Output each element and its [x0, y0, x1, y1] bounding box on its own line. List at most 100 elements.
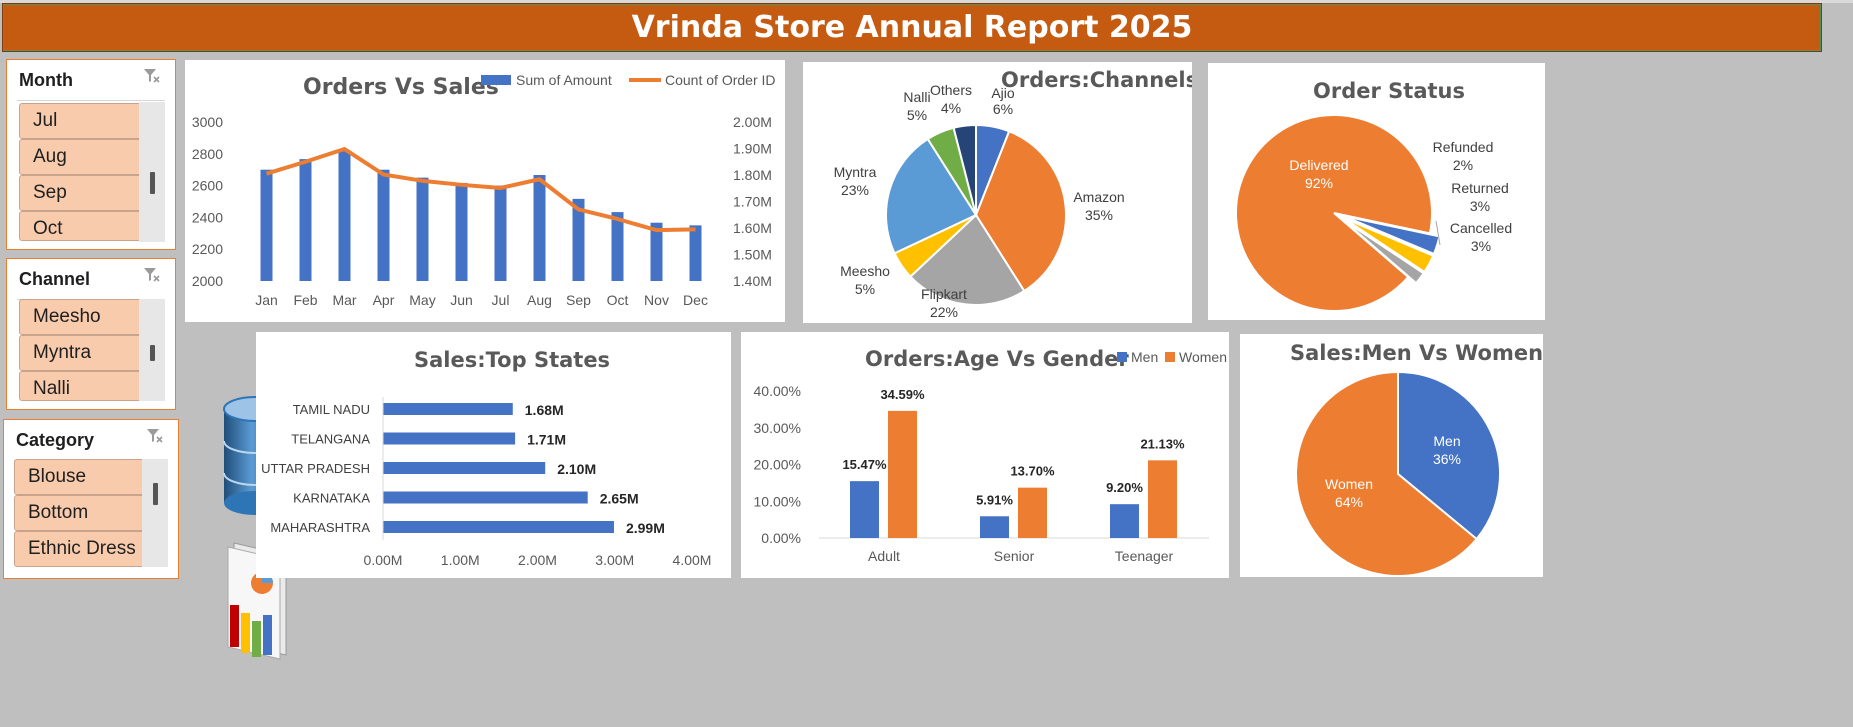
left-axis-tick: 2000 — [192, 273, 223, 289]
x-tick-label: Aug — [527, 292, 552, 308]
y-tick-label: 10.00% — [754, 493, 801, 509]
slice-label-cancelled: Cancelled — [1450, 220, 1512, 236]
scroll-thumb[interactable] — [150, 172, 155, 194]
x-tick-label: Nov — [644, 292, 669, 308]
slice-label-others: Others — [930, 82, 972, 98]
y-tick-label: 40.00% — [754, 383, 801, 399]
slice-pct-nalli: 5% — [907, 107, 927, 123]
slicer-item-sep[interactable]: Sep — [19, 175, 161, 211]
bar-oct — [611, 212, 624, 281]
pie-slice-myntra — [885, 137, 978, 255]
bar-aug — [533, 175, 546, 281]
legend-label-men: Men — [1131, 349, 1158, 365]
x-tick-label: 2.00M — [518, 552, 557, 568]
slicer-month[interactable]: Month Jul Aug Sep Oct — [6, 59, 176, 250]
slice-label-ajio: Ajio — [991, 85, 1015, 101]
bar-men-senior — [980, 516, 1009, 538]
x-tick-label: Jan — [255, 292, 278, 308]
top-states-panel: Sales:Top States TAMIL NADU TELANGANA UTTA… — [256, 332, 731, 578]
order-status-chart: Order Status Delivered 92% Refunded 2% R… — [1235, 79, 1512, 312]
slicer-item-blouse[interactable]: Blouse — [14, 459, 156, 495]
filter-clear-icon[interactable] — [143, 68, 161, 87]
x-tick-label: Senior — [994, 548, 1035, 564]
slicer-category[interactable]: Category Blouse Bottom Ethnic Dress — [3, 419, 179, 579]
y-tick-label: 0.00% — [761, 530, 801, 546]
age-gender-panel: Orders:Age Vs Gender Men Women 40.00% 30.… — [741, 332, 1229, 578]
slicer-title: Category — [16, 430, 95, 450]
bar-uttar-pradesh — [383, 462, 546, 474]
bar-value-label: 34.59% — [880, 387, 925, 402]
chart-title: Order Status — [1313, 79, 1465, 103]
slice-label-flipkart: Flipkart — [921, 286, 967, 302]
bar-men-adult — [850, 481, 879, 538]
pie-slice-returned — [1342, 216, 1435, 274]
right-axis-tick: 1.80M — [733, 167, 772, 183]
bar-value-label: 2.10M — [557, 461, 596, 477]
legend-label-women: Women — [1179, 349, 1227, 365]
slicer-scrollbar[interactable] — [139, 299, 165, 401]
x-tick-label: 4.00M — [673, 552, 712, 568]
bar-mar — [338, 151, 351, 281]
legend-swatch-men — [1117, 352, 1127, 362]
slice-pct-meesho: 5% — [855, 281, 875, 297]
slicer-scrollbar[interactable] — [139, 102, 165, 242]
orders-line — [265, 147, 696, 233]
slice-label-returned: Returned — [1451, 180, 1509, 196]
x-tick-label: Mar — [332, 292, 356, 308]
order-status-panel: Order Status Delivered 92% Refunded 2% R… — [1208, 63, 1545, 320]
bar-value-label: 1.68M — [525, 402, 564, 418]
y-tick-label: 30.00% — [754, 420, 801, 436]
filter-clear-icon[interactable] — [143, 267, 161, 286]
pie-slice-others — [952, 123, 977, 216]
x-tick-label: Oct — [607, 292, 629, 308]
filter-clear-icon[interactable] — [146, 428, 164, 447]
age-gender-chart: Orders:Age Vs Gender Men Women 40.00% 30.… — [754, 347, 1227, 564]
right-axis-tick: 1.60M — [733, 220, 772, 236]
slice-label-men: Men — [1433, 433, 1460, 449]
bar-jul — [494, 185, 507, 281]
bar-value-label: 5.91% — [976, 492, 1013, 507]
bar-apr — [377, 169, 390, 281]
slice-pct-flipkart: 22% — [930, 304, 958, 320]
state-label: KARNATAKA — [293, 491, 370, 506]
bar-sep — [572, 198, 585, 281]
report-title: Vrinda Store Annual Report 2025 — [631, 10, 1193, 45]
men-women-panel: Sales:Men Vs Women Men 36% Women 64% — [1240, 334, 1543, 577]
x-tick-label: May — [409, 292, 435, 308]
pie-slice-cancelled — [1343, 215, 1441, 256]
slice-pct-refunded: 2% — [1453, 157, 1473, 173]
x-tick-label: Jul — [492, 292, 510, 308]
pie-slice-delivered — [1235, 114, 1433, 312]
slicer-channel[interactable]: Channel Meesho Myntra Nalli — [6, 258, 176, 410]
slice-label-nalli: Nalli — [903, 89, 930, 105]
x-tick-label: 0.00M — [364, 552, 403, 568]
scroll-thumb[interactable] — [153, 483, 158, 505]
left-axis-tick: 3000 — [192, 114, 223, 130]
pie-slice-flipkart — [908, 213, 1026, 306]
scroll-thumb[interactable] — [150, 345, 155, 361]
bar-men-teenager — [1110, 504, 1139, 538]
bar-value-label: 9.20% — [1106, 480, 1143, 495]
bar-value-label: 2.99M — [626, 520, 665, 536]
slicer-scrollbar[interactable] — [142, 459, 168, 567]
leader-line — [1435, 220, 1441, 246]
men-women-chart: Sales:Men Vs Women Men 36% Women 64% — [1290, 341, 1543, 577]
bar-value-label: 21.13% — [1140, 436, 1185, 451]
slicer-item-jul[interactable]: Jul — [19, 103, 161, 139]
bar-jun — [455, 182, 468, 281]
slice-pct-cancelled: 3% — [1471, 238, 1491, 254]
legend-label-orders: Count of Order ID — [665, 72, 776, 88]
slicer-item-aug[interactable]: Aug — [19, 139, 161, 175]
slice-pct-others: 4% — [941, 100, 961, 116]
slice-label-amazon: Amazon — [1073, 189, 1124, 205]
slicer-item-meesho[interactable]: Meesho — [19, 299, 161, 335]
bar-value-label: 13.70% — [1010, 464, 1055, 479]
bar-value-label: 1.71M — [527, 432, 566, 448]
slicer-title: Channel — [19, 269, 91, 289]
slicer-item-myntra[interactable]: Myntra — [19, 335, 161, 371]
slicer-item-ethnic-dress[interactable]: Ethnic Dress — [14, 531, 156, 567]
slicer-item-nalli[interactable]: Nalli — [19, 371, 161, 401]
sheet-grid-strip — [0, 0, 1853, 3]
state-label: UTTAR PRADESH — [261, 461, 370, 476]
slicer-item-bottom[interactable]: Bottom — [14, 495, 156, 531]
